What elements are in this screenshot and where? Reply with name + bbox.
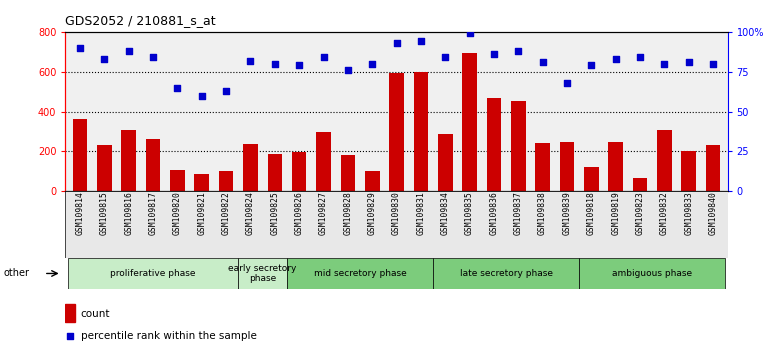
Bar xyxy=(487,98,501,191)
Point xyxy=(487,51,500,57)
Bar xyxy=(535,143,550,191)
Bar xyxy=(462,53,477,191)
Text: GSM109820: GSM109820 xyxy=(173,191,182,235)
Bar xyxy=(287,258,433,289)
Bar xyxy=(413,72,428,191)
Text: late secretory phase: late secretory phase xyxy=(460,269,553,278)
Point xyxy=(244,58,256,63)
Bar xyxy=(511,101,526,191)
Text: GSM109840: GSM109840 xyxy=(708,191,718,235)
Bar xyxy=(195,174,209,191)
Bar xyxy=(608,142,623,191)
Point xyxy=(415,39,427,44)
Bar xyxy=(122,130,136,191)
Bar xyxy=(365,171,380,191)
Point xyxy=(439,55,451,60)
Bar xyxy=(579,258,725,289)
Text: mid secretory phase: mid secretory phase xyxy=(313,269,407,278)
Point xyxy=(390,40,403,46)
Text: GSM109817: GSM109817 xyxy=(149,191,158,235)
Text: GSM109822: GSM109822 xyxy=(222,191,231,235)
Point xyxy=(122,48,135,54)
Point xyxy=(171,85,183,91)
Point xyxy=(74,45,86,51)
Text: GSM109831: GSM109831 xyxy=(417,191,425,235)
Point xyxy=(99,56,111,62)
Text: GSM109832: GSM109832 xyxy=(660,191,669,235)
Point xyxy=(464,30,476,36)
Point xyxy=(64,333,76,339)
Bar xyxy=(267,154,282,191)
Text: GSM109825: GSM109825 xyxy=(270,191,280,235)
Point xyxy=(317,55,330,60)
Bar xyxy=(560,142,574,191)
Bar xyxy=(146,139,160,191)
Point xyxy=(366,61,378,67)
Bar xyxy=(238,258,287,289)
Text: GDS2052 / 210881_s_at: GDS2052 / 210881_s_at xyxy=(65,14,216,27)
Point xyxy=(610,56,622,62)
Point xyxy=(196,93,208,98)
Point xyxy=(293,62,306,68)
Bar xyxy=(68,258,238,289)
Text: GSM109834: GSM109834 xyxy=(440,191,450,235)
Text: GSM109824: GSM109824 xyxy=(246,191,255,235)
Point xyxy=(220,88,233,93)
Bar xyxy=(633,178,648,191)
Bar xyxy=(65,191,728,258)
Point xyxy=(585,62,598,68)
Text: GSM109821: GSM109821 xyxy=(197,191,206,235)
Bar xyxy=(316,132,331,191)
Text: GSM109814: GSM109814 xyxy=(75,191,85,235)
Bar xyxy=(340,155,355,191)
Bar xyxy=(170,170,185,191)
Bar xyxy=(706,145,721,191)
Text: early secretory
phase: early secretory phase xyxy=(229,264,297,283)
Point xyxy=(269,61,281,67)
Point xyxy=(147,55,159,60)
Text: GSM109837: GSM109837 xyxy=(514,191,523,235)
Point xyxy=(634,55,646,60)
Point xyxy=(682,59,695,65)
Point xyxy=(512,48,524,54)
Text: ambiguous phase: ambiguous phase xyxy=(612,269,692,278)
Bar xyxy=(390,73,403,191)
Point xyxy=(658,61,671,67)
Text: GSM109827: GSM109827 xyxy=(319,191,328,235)
Text: GSM109815: GSM109815 xyxy=(100,191,109,235)
Text: other: other xyxy=(4,268,30,279)
Bar xyxy=(681,152,696,191)
Text: GSM109839: GSM109839 xyxy=(562,191,571,235)
Bar xyxy=(584,167,598,191)
Text: GSM109838: GSM109838 xyxy=(538,191,547,235)
Bar xyxy=(243,144,258,191)
Bar xyxy=(438,135,453,191)
Text: GSM109819: GSM109819 xyxy=(611,191,620,235)
Bar xyxy=(72,120,87,191)
Bar xyxy=(292,152,306,191)
Text: proliferative phase: proliferative phase xyxy=(110,269,196,278)
Text: GSM109830: GSM109830 xyxy=(392,191,401,235)
Point xyxy=(707,61,719,67)
Text: GSM109826: GSM109826 xyxy=(295,191,303,235)
Text: GSM109816: GSM109816 xyxy=(124,191,133,235)
Text: GSM109833: GSM109833 xyxy=(685,191,693,235)
Point xyxy=(342,67,354,73)
Bar xyxy=(219,171,233,191)
Text: count: count xyxy=(81,308,110,319)
Point xyxy=(537,59,549,65)
Bar xyxy=(433,258,579,289)
Bar xyxy=(97,145,112,191)
Bar xyxy=(65,304,75,322)
Text: percentile rank within the sample: percentile rank within the sample xyxy=(81,331,256,341)
Bar xyxy=(657,130,671,191)
Text: GSM109836: GSM109836 xyxy=(490,191,498,235)
Text: GSM109823: GSM109823 xyxy=(635,191,644,235)
Text: GSM109828: GSM109828 xyxy=(343,191,353,235)
Point xyxy=(561,80,573,86)
Text: GSM109818: GSM109818 xyxy=(587,191,596,235)
Text: GSM109829: GSM109829 xyxy=(368,191,377,235)
Text: GSM109835: GSM109835 xyxy=(465,191,474,235)
